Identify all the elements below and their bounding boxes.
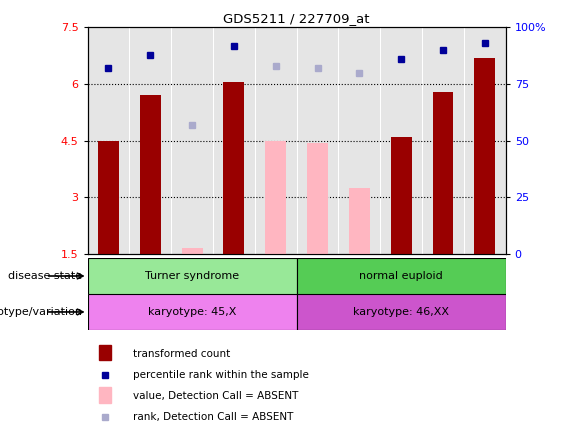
Bar — [391, 137, 412, 254]
Title: GDS5211 / 227709_at: GDS5211 / 227709_at — [223, 12, 370, 25]
Text: value, Detection Call = ABSENT: value, Detection Call = ABSENT — [133, 391, 299, 401]
Bar — [297, 258, 506, 294]
Bar — [266, 140, 286, 254]
Text: karyotype: 46,XX: karyotype: 46,XX — [353, 307, 449, 317]
Bar — [182, 248, 202, 254]
Bar — [88, 258, 297, 294]
Bar — [475, 58, 496, 254]
Bar — [213, 27, 255, 254]
Bar — [433, 92, 453, 254]
Bar — [224, 82, 244, 254]
Text: disease state: disease state — [8, 271, 82, 281]
Text: rank, Detection Call = ABSENT: rank, Detection Call = ABSENT — [133, 412, 294, 422]
Bar — [349, 188, 370, 254]
Bar — [88, 27, 129, 254]
Bar — [140, 96, 161, 254]
Bar — [338, 27, 380, 254]
Text: percentile rank within the sample: percentile rank within the sample — [133, 370, 309, 380]
Bar — [99, 345, 111, 360]
Text: transformed count: transformed count — [133, 349, 231, 359]
Bar — [297, 294, 506, 330]
Text: Turner syndrome: Turner syndrome — [145, 271, 239, 281]
Bar — [88, 294, 297, 330]
Text: karyotype: 45,X: karyotype: 45,X — [148, 307, 236, 317]
Bar — [98, 140, 119, 254]
Text: genotype/variation: genotype/variation — [0, 307, 82, 317]
Text: normal euploid: normal euploid — [359, 271, 443, 281]
Bar — [129, 27, 171, 254]
Bar — [171, 27, 213, 254]
Bar — [380, 27, 422, 254]
Bar — [422, 27, 464, 254]
Bar — [99, 387, 111, 403]
Bar — [297, 27, 338, 254]
Bar — [255, 27, 297, 254]
Bar — [464, 27, 506, 254]
Bar — [307, 143, 328, 254]
